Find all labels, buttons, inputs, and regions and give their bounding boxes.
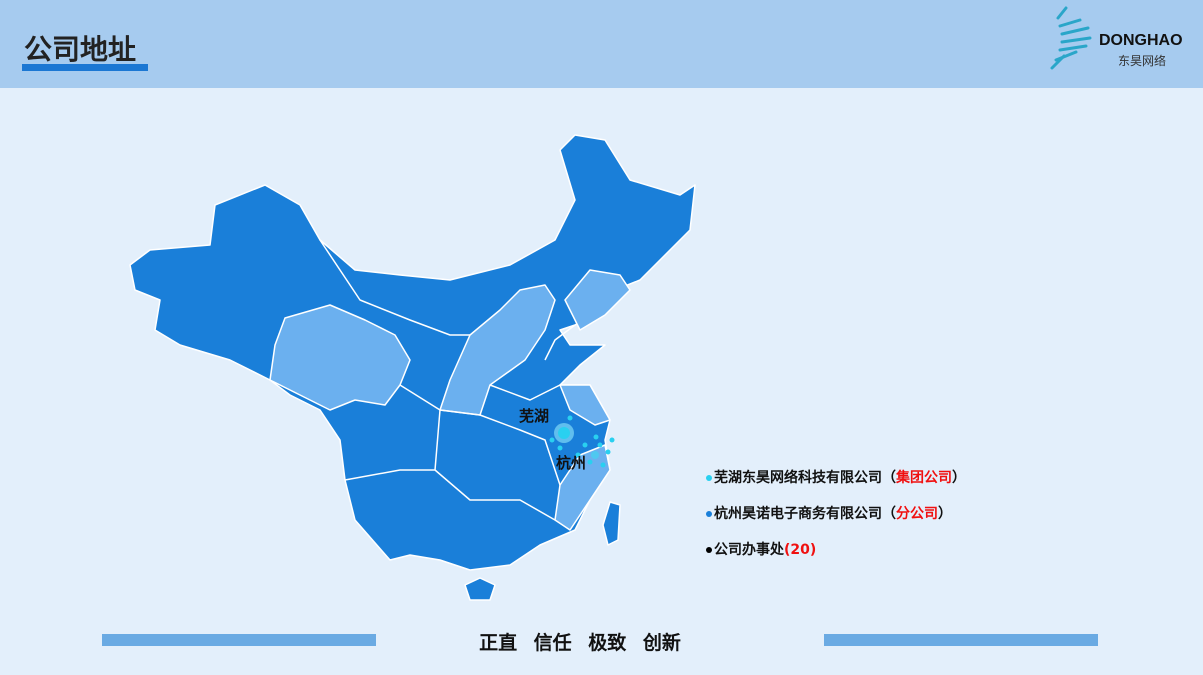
- footer-bar-left: [102, 634, 376, 646]
- page-title: 公司地址: [24, 33, 137, 66]
- hainan: [464, 577, 496, 601]
- legend-item-hq: 芜湖东昊网络科技有限公司（集团公司）: [706, 467, 966, 487]
- company-motto: 正直 信任 极致 创新: [479, 632, 681, 654]
- legend-item-offices: 公司办事处(20): [706, 539, 816, 559]
- logo-text-cn: 东昊网络: [1118, 54, 1167, 68]
- province-qinghai: [269, 304, 411, 411]
- office-markers: [549, 415, 615, 468]
- china-mainland: [129, 134, 696, 571]
- legend-item-branch: 杭州昊诺电子商务有限公司（分公司）: [706, 503, 952, 523]
- province-shaanxi-shanxi: [439, 284, 556, 416]
- province-liaoning: [564, 269, 631, 331]
- taiwan: [602, 501, 621, 546]
- company-logo: DONGHAO 东昊网络: [1046, 4, 1196, 74]
- province-jiangsu: [559, 384, 611, 426]
- title-underline: [22, 64, 148, 71]
- city-label-wuhu: 芜湖: [519, 407, 550, 425]
- wuhu-marker: [558, 427, 570, 439]
- header: [0, 0, 1203, 88]
- blue-dot-icon: [706, 511, 712, 517]
- cyan-dot-icon: [706, 475, 712, 481]
- footer-bar-right: [824, 634, 1098, 646]
- city-label-hangzhou: 杭州: [556, 454, 587, 472]
- province-zhejiang-fujian: [554, 444, 611, 531]
- logo-wing-icon: [1050, 6, 1092, 70]
- hangzhou-marker: [591, 451, 599, 459]
- logo-text-en: DONGHAO: [1099, 32, 1183, 49]
- black-dot-icon: [706, 547, 712, 553]
